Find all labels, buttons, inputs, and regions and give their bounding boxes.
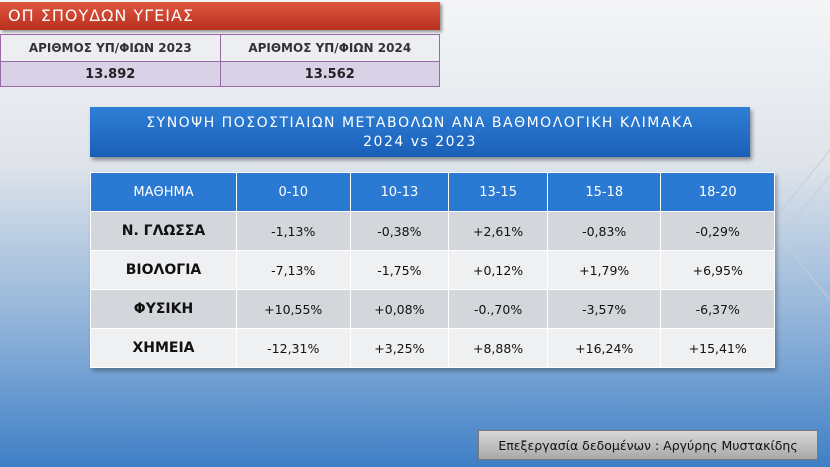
percent-cell: +0,08% [349,289,450,329]
percent-cell: -3,57% [546,289,662,329]
counts-value: 13.562 [219,61,440,87]
table-row: Ν. ΓΛΩΣΣΑ -1,13% -0,38% +2,61% -0,83% -0,29% [90,211,775,251]
percent-cell: -6,37% [660,289,775,329]
percent-cell: +1,79% [546,250,662,290]
column-header: 0-10 [236,172,351,212]
percent-cell: +2,61% [448,211,548,251]
table-row: ΧΗΜΕΙΑ -12,31% +3,25% +8,88% +16,24% +15,41% [90,328,775,368]
percent-cell: -1,75% [349,250,450,290]
banner-title: ΟΠ ΣΠΟΥΔΩΝ ΥΓΕΙΑΣ [0,2,440,30]
summary-title: ΣΥΝΟΨΗ ΠΟΣΟΣΤΙΑΙΩΝ ΜΕΤΑΒΟΛΩΝ ΑΝΑ ΒΑΘΜΟΛΟ… [146,115,694,131]
header-row: ΜΑΘΗΜΑ 0-10 10-13 13-15 15-18 18-20 [90,172,775,212]
column-header: 15-18 [546,172,662,212]
percent-cell: -0.,70% [448,289,548,329]
subject-cell: ΧΗΜΕΙΑ [90,328,237,368]
percent-cell: -0,38% [349,211,450,251]
percent-cell: +10,55% [236,289,351,329]
table-row: ΦΥΣΙΚΗ +10,55% +0,08% -0.,70% -3,57% -6,37% [90,289,775,329]
change-table: ΜΑΘΗΜΑ 0-10 10-13 13-15 15-18 18-20 Ν. ΓΛΩΣΣΑ -… [90,172,775,368]
table-row: ΒΙΟΛΟΓΙΑ -7,13% -1,75% +0,12% +1,79% +6,95% [90,250,775,290]
summary-box: ΣΥΝΟΨΗ ΠΟΣΟΣΤΙΑΙΩΝ ΜΕΤΑΒΟΛΩΝ ΑΝΑ ΒΑΘΜΟΛΟ… [90,107,750,157]
percent-cell: +8,88% [448,328,548,368]
percent-cell: -1,13% [236,211,351,251]
percent-cell: +16,24% [546,328,662,368]
counts-value: 13.892 [0,61,221,87]
column-header: 13-15 [448,172,548,212]
percent-cell: -7,13% [236,250,351,290]
percent-cell: +0,12% [448,250,548,290]
counts-header: ΑΡΙΘΜΟΣ ΥΠ/ΦΙΩΝ 2023 [0,34,221,62]
column-header: ΜΑΘΗΜΑ [90,172,237,212]
subject-cell: ΦΥΣΙΚΗ [90,289,237,329]
percent-cell: +6,95% [660,250,775,290]
percent-cell: -0,29% [660,211,775,251]
column-header: 10-13 [349,172,450,212]
summary-subtitle: 2024 vs 2023 [363,134,477,150]
percent-cell: +15,41% [660,328,775,368]
percent-cell: -12,31% [236,328,351,368]
subject-cell: ΒΙΟΛΟΓΙΑ [90,250,237,290]
percent-cell: -0,83% [546,211,662,251]
credit: Επεξεργασία δεδομένων : Αργύρης Μυστακίδ… [478,430,818,460]
counts-header: ΑΡΙΘΜΟΣ ΥΠ/ΦΙΩΝ 2024 [219,34,440,62]
percent-cell: +3,25% [349,328,450,368]
column-header: 18-20 [660,172,775,212]
subject-cell: Ν. ΓΛΩΣΣΑ [90,211,237,251]
counts-table: ΑΡΙΘΜΟΣ ΥΠ/ΦΙΩΝ 2023 ΑΡΙΘΜΟΣ ΥΠ/ΦΙΩΝ 202… [0,34,440,87]
decor-lines [770,150,830,300]
